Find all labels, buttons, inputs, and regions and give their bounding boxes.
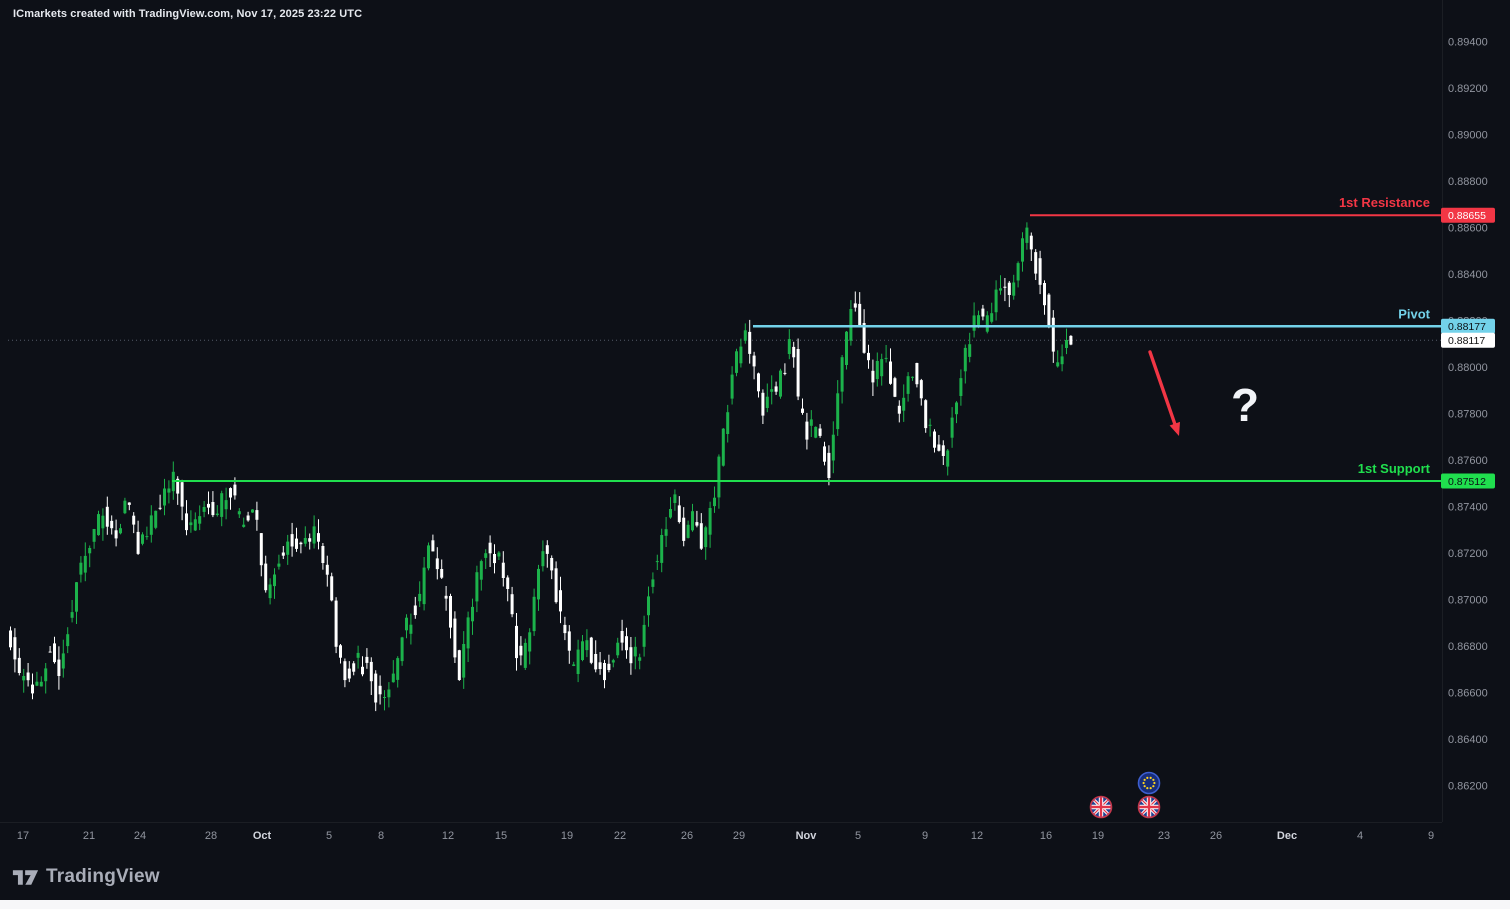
time-axis-label: 5	[326, 830, 332, 842]
time-axis-label: 12	[442, 830, 454, 842]
price-axis-label: 0.88000	[1448, 362, 1488, 374]
time-axis-label: 28	[205, 830, 217, 842]
time-axis-label: 5	[855, 830, 861, 842]
last-price-tag[interactable]: 0.88117	[1441, 332, 1495, 348]
price-axis-label: 0.88400	[1448, 269, 1488, 281]
time-axis-label: 9	[922, 830, 928, 842]
price-axis-label: 0.87200	[1448, 548, 1488, 560]
time-axis-label: 21	[83, 830, 95, 842]
time-axis-label: 12	[971, 830, 983, 842]
price-axis-label: 0.87600	[1448, 455, 1488, 467]
question-mark-annotation[interactable]: ?	[1231, 379, 1259, 431]
price-axis-label: 0.87000	[1448, 595, 1488, 607]
time-axis-label: 19	[561, 830, 573, 842]
price-axis-label: 0.86400	[1448, 734, 1488, 746]
time-axis[interactable]: 17 21 24 28 Oct 5 8 12 15 19 22 26 29 Nov 5 9 12 16 19 23 26…	[17, 830, 1434, 842]
support-label: 1st Support	[1358, 461, 1431, 476]
price-axis-label: 0.86200	[1448, 781, 1488, 793]
time-axis-label: 9	[1428, 830, 1434, 842]
bottom-strip	[0, 900, 1510, 909]
tradingview-watermark[interactable]: TradingView	[12, 866, 160, 888]
price-axis-label: 0.88600	[1448, 223, 1488, 235]
svg-text:0.88117: 0.88117	[1448, 335, 1485, 347]
price-axis-label: 0.88800	[1448, 176, 1488, 188]
economic-event-eu-flag-icon[interactable]	[1137, 771, 1161, 795]
time-axis-label: 16	[1040, 830, 1052, 842]
time-axis-label: 19	[1092, 830, 1104, 842]
time-axis-label: 23	[1158, 830, 1170, 842]
pivot-label: Pivot	[1398, 306, 1430, 321]
resistance-price-tag[interactable]: 0.88655	[1441, 207, 1495, 223]
time-axis-label: 29	[733, 830, 745, 842]
time-axis-label: 17	[17, 830, 29, 842]
price-axis-label: 0.89000	[1448, 130, 1488, 142]
time-axis-label: 15	[495, 830, 507, 842]
candlestick-series[interactable]	[9, 222, 1073, 712]
svg-text:0.87512: 0.87512	[1448, 476, 1486, 488]
price-axis-label: 0.87400	[1448, 502, 1488, 514]
down-arrow-annotation[interactable]	[1148, 350, 1180, 436]
time-axis-label: Dec	[1277, 830, 1297, 842]
price-axis-label: 0.89200	[1448, 83, 1488, 95]
economic-event-uk-flag-icon[interactable]	[1137, 795, 1161, 819]
pivot-price-tag[interactable]: 0.88177	[1441, 318, 1495, 334]
tradingview-logo-icon	[12, 869, 39, 885]
time-axis-label: 26	[681, 830, 693, 842]
price-axis-label: 0.87800	[1448, 409, 1488, 421]
price-axis-label: 0.86800	[1448, 641, 1488, 653]
support-price-tag[interactable]: 0.87512	[1441, 473, 1495, 489]
price-axis-label: 0.86600	[1448, 688, 1488, 700]
time-axis-label: 8	[378, 830, 384, 842]
economic-event-uk-flag-icon[interactable]	[1089, 795, 1113, 819]
time-axis-label: 24	[134, 830, 146, 842]
price-axis[interactable]: 0.89400 0.89200 0.89000 0.88800 0.88600 0.884…	[1448, 37, 1488, 793]
price-axis-label: 0.89400	[1448, 37, 1488, 49]
time-axis-label: Nov	[796, 830, 818, 842]
chart-attribution: ICmarkets created with TradingView.com, …	[13, 8, 363, 20]
time-axis-label: 26	[1210, 830, 1222, 842]
tradingview-watermark-label: TradingView	[46, 866, 160, 887]
svg-text:0.88655: 0.88655	[1448, 210, 1486, 222]
resistance-label: 1st Resistance	[1339, 195, 1430, 210]
time-axis-label: Oct	[253, 830, 272, 842]
svg-text:0.88177: 0.88177	[1448, 321, 1486, 333]
time-axis-label: 22	[614, 830, 626, 842]
time-axis-label: 4	[1357, 830, 1363, 842]
